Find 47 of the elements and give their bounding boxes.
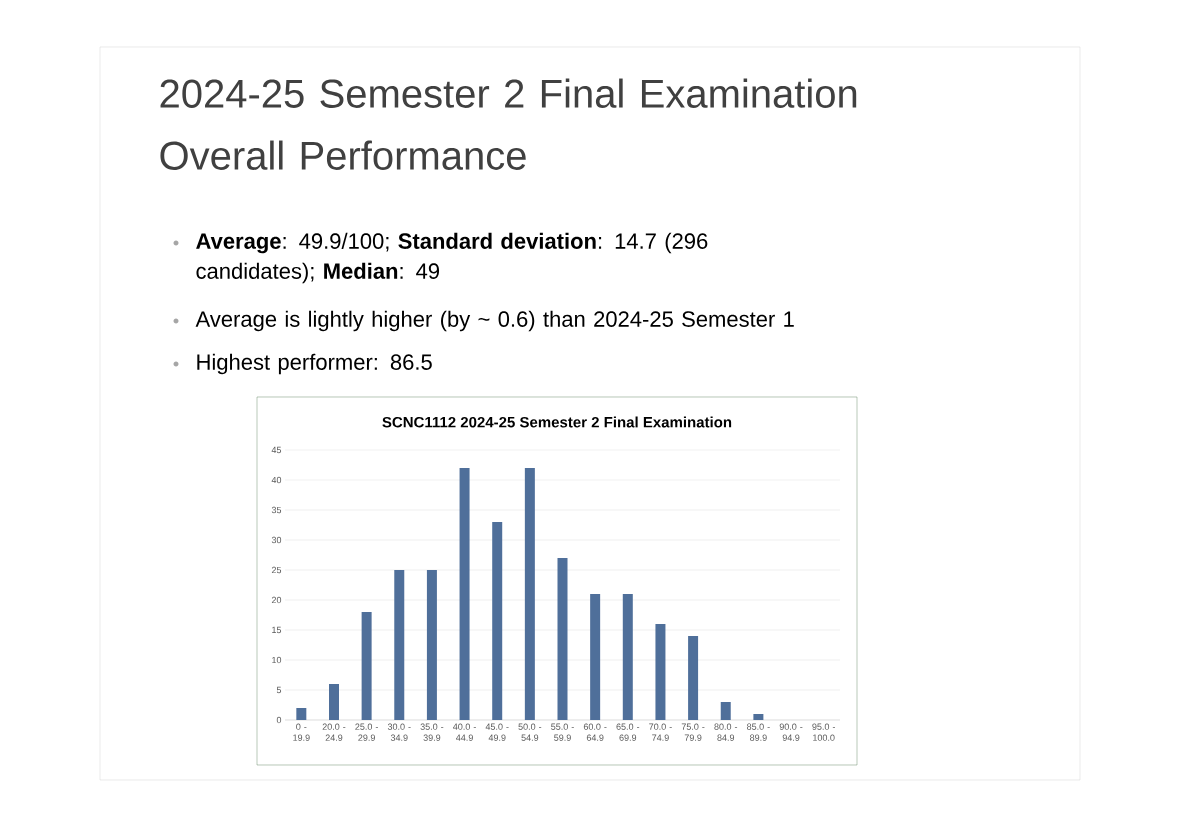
x-tick-label: 35.0 - 39.9	[420, 723, 444, 741]
x-tick-label: 55.0 - 59.9	[551, 723, 574, 741]
x-tick-label: 45.0 - 49.9	[485, 723, 509, 741]
bar	[492, 522, 503, 720]
x-tick-label: 95.0 - 100.0	[812, 723, 836, 741]
x-tick-label: 40.0 - 44.9	[453, 723, 476, 741]
y-tick-label: 20	[271, 596, 282, 604]
bar	[394, 570, 405, 720]
bar	[328, 684, 339, 720]
y-tick-label: 5	[276, 686, 282, 694]
bar	[655, 624, 666, 720]
x-tick-label: 30.0 - 34.9	[387, 723, 411, 741]
y-tick-label: 25	[271, 566, 282, 574]
y-tick-label: 40	[271, 476, 282, 484]
bar	[361, 612, 372, 720]
bar	[459, 468, 470, 720]
x-tick-label: 70.0 - 74.9	[649, 723, 672, 741]
x-tick-label: 20.0 - 24.9	[322, 723, 346, 741]
x-tick-label: 75.0 - 79.9	[681, 723, 705, 741]
x-tick-label: 60.0 - 64.9	[583, 723, 607, 741]
bar	[426, 570, 437, 720]
text: Average is lightly higher (by ~ 0.6) than 2024-25 Semester 1	[195, 310, 794, 332]
y-tick-label: 10	[272, 656, 282, 664]
x-tick-label: 90.0 - 94.9	[779, 723, 803, 741]
y-tick-label: 15	[272, 626, 282, 634]
chart-title: 2024-25 Semester 2 Final Examination Overall Performance	[160, 78, 857, 170]
x-tick-label: 0 - 19.9	[293, 723, 310, 741]
bar	[622, 594, 633, 720]
x-tick-label: 65.0 - 69.9	[616, 723, 640, 741]
bar	[524, 468, 535, 720]
bar	[688, 636, 699, 720]
y-tick-label: 0	[276, 716, 282, 724]
bar	[590, 594, 601, 720]
chart-subtitle: SCNC1112 2024-25 Semester 2 Final Examination	[382, 416, 732, 428]
bar	[720, 701, 731, 720]
x-tick-label: 25.0 - 29.9	[355, 723, 378, 741]
x-tick-label: 80.0 - 84.9	[714, 723, 738, 741]
x-tick-label: 85.0 - 89.9	[747, 723, 770, 741]
bar	[753, 714, 764, 720]
text: Average: 49.9/100; Standard deviation: 14.7 (296 candidates); Median: 49	[196, 232, 708, 284]
x-tick-label: 50.0 - 54.9	[518, 723, 542, 741]
y-tick-label: 35	[271, 506, 282, 514]
y-tick-label: 30	[271, 536, 282, 544]
bar	[296, 708, 307, 720]
bar	[557, 558, 568, 720]
y-tick-label: 45	[271, 446, 282, 454]
text: Highest performer: 86.5	[197, 353, 432, 375]
